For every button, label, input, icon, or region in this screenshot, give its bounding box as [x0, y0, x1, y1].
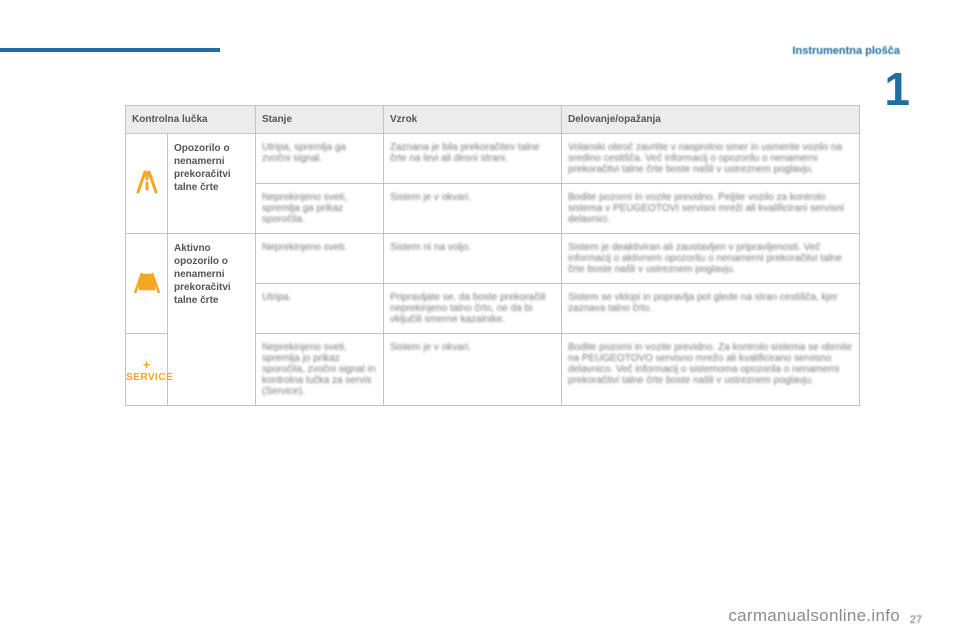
- cell-state: Neprekinjeno sveti, spremlja ga prikaz s…: [256, 184, 384, 234]
- lane-warning-icon-cell: [126, 134, 168, 234]
- col-header-indicator: Kontrolna lučka: [126, 106, 256, 134]
- cell-cause: Sistem je v okvari.: [384, 184, 562, 234]
- row-name-lane-assist: Aktivno opozorilo o nenamerni prekoračit…: [168, 234, 256, 406]
- col-header-cause: Vzrok: [384, 106, 562, 134]
- header-accent-line: [0, 48, 220, 52]
- cell-cause: Sistem je v okvari.: [384, 334, 562, 406]
- cell-action: Sistem se vklopi in popravlja pot glede …: [562, 284, 860, 334]
- table-row: Aktivno opozorilo o nenamerni prekoračit…: [126, 234, 860, 284]
- lane-assist-icon-cell: [126, 234, 168, 334]
- warning-lights-table: Kontrolna lučka Stanje Vzrok Delovanje/o…: [125, 105, 860, 406]
- table-header-row: Kontrolna lučka Stanje Vzrok Delovanje/o…: [126, 106, 860, 134]
- cell-state: Utripa.: [256, 284, 384, 334]
- cell-cause: Zaznana je bila prekoračitev talne črte …: [384, 134, 562, 184]
- col-header-state: Stanje: [256, 106, 384, 134]
- service-icon-cell: + SERVICE: [126, 334, 168, 406]
- cell-state: Neprekinjeno sveti.: [256, 234, 384, 284]
- footer-url: carmanualsonline.info: [728, 606, 900, 626]
- page-number: 27: [910, 614, 922, 626]
- cell-action: Bodite pozorni in vozite previdno. Za ko…: [562, 334, 860, 406]
- service-plus-icon: +: [126, 357, 167, 372]
- table-row: Opozorilo o nenamerni prekoračitvi talne…: [126, 134, 860, 184]
- row-name-lane-warning: Opozorilo o nenamerni prekoračitvi talne…: [168, 134, 256, 234]
- cell-action: Bodite pozorni in vozite previdno. Pelji…: [562, 184, 860, 234]
- cell-action: Volanski obroč zavrtite v nasprotno smer…: [562, 134, 860, 184]
- service-text-icon: SERVICE: [126, 372, 167, 383]
- cell-cause: Sistem ni na voljo.: [384, 234, 562, 284]
- page: Instrumentna plošča 1 Kontrolna lučka St…: [0, 0, 960, 640]
- lane-assist-icon: [131, 268, 163, 296]
- cell-action: Sistem je deaktiviran ali zaustavljen v …: [562, 234, 860, 284]
- cell-state: Neprekinjeno sveti, spremlja jo prikaz s…: [256, 334, 384, 406]
- chapter-number: 1: [884, 62, 910, 116]
- cell-state: Utripa, spremlja ga zvočni signal.: [256, 134, 384, 184]
- col-header-action: Delovanje/opažanja: [562, 106, 860, 134]
- lane-departure-icon: [132, 167, 162, 197]
- cell-cause: Pripravljate se, da boste prekoračili ne…: [384, 284, 562, 334]
- section-title: Instrumentna plošča: [792, 45, 900, 57]
